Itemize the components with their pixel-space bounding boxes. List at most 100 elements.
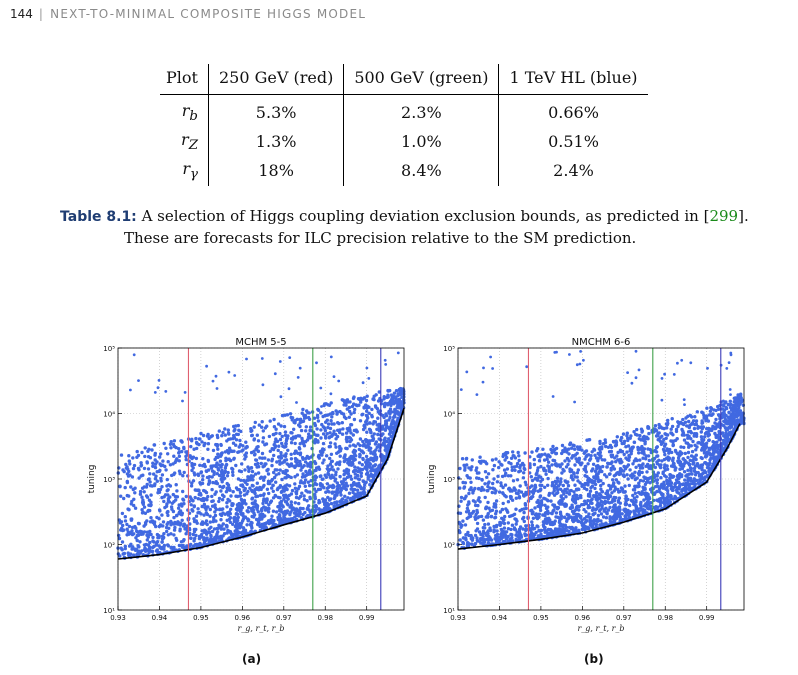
data-point bbox=[294, 511, 298, 516]
data-point bbox=[259, 461, 263, 466]
data-point bbox=[172, 515, 176, 520]
data-point bbox=[684, 416, 688, 420]
data-point bbox=[237, 450, 241, 454]
data-point bbox=[517, 454, 521, 458]
data-point bbox=[514, 507, 518, 511]
data-point bbox=[552, 459, 557, 463]
data-point bbox=[363, 483, 367, 487]
data-point bbox=[653, 465, 658, 470]
data-point bbox=[582, 467, 586, 471]
data-point bbox=[328, 431, 332, 435]
data-point bbox=[131, 487, 135, 492]
data-point bbox=[566, 457, 570, 461]
data-point bbox=[616, 507, 621, 512]
data-point bbox=[214, 374, 218, 378]
data-point bbox=[627, 483, 631, 488]
data-point bbox=[239, 483, 243, 487]
citation-link[interactable]: 299 bbox=[709, 207, 739, 225]
data-point bbox=[530, 450, 534, 454]
data-point bbox=[637, 509, 641, 513]
data-point bbox=[321, 441, 326, 446]
data-point bbox=[359, 400, 363, 404]
data-point bbox=[358, 467, 362, 471]
data-point bbox=[209, 534, 213, 539]
data-point bbox=[279, 502, 283, 506]
data-point bbox=[637, 437, 641, 441]
data-point bbox=[626, 477, 630, 481]
data-point bbox=[256, 510, 260, 514]
data-point bbox=[516, 450, 520, 455]
data-point bbox=[247, 469, 251, 473]
data-point bbox=[486, 484, 490, 489]
data-point bbox=[635, 495, 639, 499]
data-point bbox=[134, 536, 138, 540]
data-point bbox=[286, 497, 290, 501]
data-point bbox=[157, 379, 161, 382]
data-point bbox=[199, 471, 203, 475]
data-point bbox=[278, 462, 282, 466]
data-point bbox=[305, 438, 310, 442]
data-point bbox=[352, 417, 357, 422]
data-point bbox=[565, 529, 569, 533]
data-point bbox=[200, 532, 204, 537]
data-point bbox=[687, 445, 691, 449]
data-point bbox=[587, 512, 591, 516]
data-point bbox=[565, 491, 569, 495]
data-point bbox=[647, 495, 651, 499]
data-point bbox=[246, 489, 250, 494]
data-point bbox=[347, 491, 352, 495]
data-point bbox=[382, 395, 386, 399]
data-point bbox=[470, 458, 474, 462]
data-point bbox=[226, 431, 231, 435]
data-point bbox=[169, 546, 173, 550]
data-point bbox=[560, 489, 565, 493]
data-point bbox=[196, 507, 200, 511]
data-point bbox=[483, 495, 487, 500]
data-point bbox=[647, 431, 651, 436]
data-point bbox=[288, 512, 292, 517]
data-point bbox=[344, 431, 349, 435]
data-point bbox=[138, 551, 142, 555]
data-point bbox=[273, 493, 277, 498]
data-point bbox=[329, 452, 334, 456]
data-point bbox=[711, 424, 715, 429]
data-point bbox=[198, 437, 202, 441]
data-point bbox=[246, 519, 250, 523]
data-point bbox=[626, 444, 631, 448]
data-point bbox=[285, 469, 289, 473]
data-point bbox=[232, 424, 236, 429]
data-point bbox=[188, 454, 192, 458]
data-point bbox=[166, 488, 170, 492]
data-point bbox=[136, 544, 140, 548]
data-point bbox=[689, 444, 693, 448]
data-point bbox=[395, 398, 399, 402]
data-point bbox=[612, 520, 616, 525]
data-point bbox=[278, 496, 282, 500]
data-point bbox=[269, 518, 273, 522]
data-point bbox=[396, 416, 400, 420]
data-point bbox=[322, 403, 326, 408]
data-point bbox=[289, 441, 294, 445]
data-point bbox=[670, 417, 674, 421]
data-point bbox=[515, 461, 520, 466]
data-point bbox=[359, 474, 363, 478]
data-point bbox=[266, 510, 271, 514]
data-point bbox=[661, 492, 665, 497]
data-point bbox=[341, 427, 345, 431]
y-axis-label: tuning bbox=[87, 465, 97, 494]
data-point bbox=[213, 513, 218, 518]
data-point bbox=[628, 503, 632, 508]
data-point bbox=[166, 509, 170, 514]
data-point bbox=[600, 445, 604, 449]
data-point bbox=[282, 489, 286, 493]
data-point bbox=[531, 516, 536, 520]
data-point bbox=[216, 530, 220, 534]
data-point bbox=[334, 462, 338, 466]
data-point bbox=[638, 458, 642, 462]
data-point bbox=[641, 511, 645, 515]
data-point bbox=[601, 481, 605, 486]
data-point bbox=[178, 529, 182, 533]
data-point bbox=[485, 462, 489, 466]
data-point bbox=[474, 468, 478, 472]
data-point bbox=[580, 484, 584, 488]
